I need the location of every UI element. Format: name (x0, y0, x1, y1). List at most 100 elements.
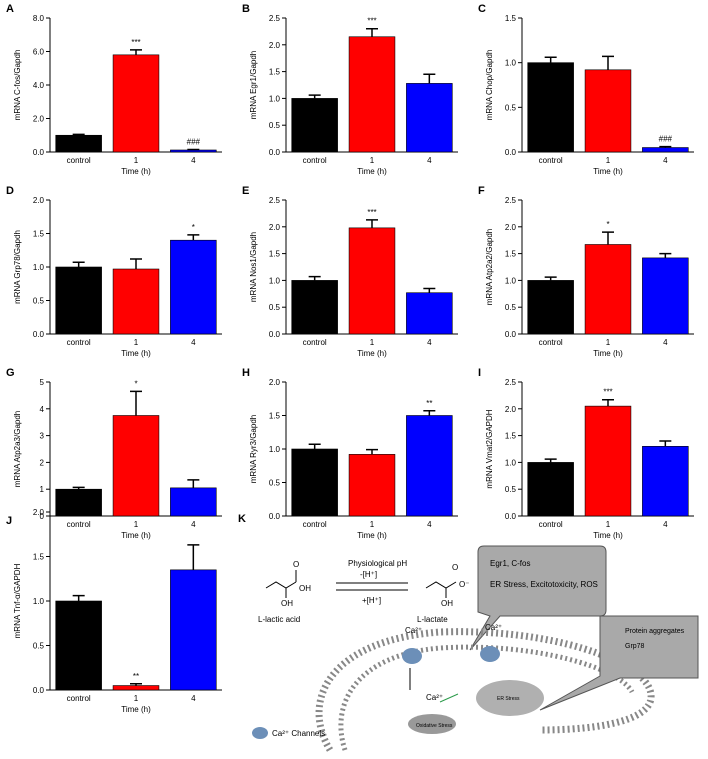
y-tick-label: 0.0 (33, 148, 45, 157)
error-bar (130, 258, 142, 270)
label: ER Stress (497, 696, 520, 702)
y-tick-label: 1.5 (33, 230, 45, 239)
y-tick-label: 1.5 (269, 250, 281, 259)
callout-text: Grp78 (625, 643, 645, 650)
y-axis-label: mRNA Tnf-α/GAPDH (13, 563, 22, 638)
x-axis-label: Time (h) (121, 167, 151, 176)
x-axis-label: Time (h) (121, 349, 151, 358)
bond (425, 581, 457, 589)
y-axis-label: mRNA Atp2a2/Gapdh (485, 229, 494, 306)
significance: *** (131, 38, 140, 47)
x-tick-label: 4 (427, 338, 432, 347)
y-tick-label: 0.5 (269, 303, 281, 312)
y-tick-label: 0.0 (33, 330, 45, 339)
x-tick-label: 4 (663, 520, 668, 529)
x-tick-label: 4 (427, 156, 432, 165)
x-axis-label: Time (h) (593, 349, 623, 358)
y-tick-label: 1.5 (505, 250, 517, 259)
y-tick-label: 2.5 (269, 196, 281, 205)
y-tick-label: 2.0 (505, 405, 517, 414)
bar (527, 62, 574, 153)
y-tick-label: 4.0 (33, 81, 45, 90)
x-tick-label: 4 (663, 156, 668, 165)
x-tick-label: 4 (191, 156, 196, 165)
x-tick-label: control (67, 694, 91, 703)
y-axis-label: mRNA C-fos/Gapdh (13, 50, 22, 121)
ion: Ca²⁺ (426, 693, 443, 702)
significance: * (606, 220, 609, 229)
panel-label: D (6, 185, 14, 197)
y-tick-label: 2.0 (269, 223, 281, 232)
error-bar (72, 594, 85, 601)
y-tick-label: 0.0 (505, 330, 517, 339)
panel-label: B (242, 3, 250, 15)
y-tick-label: 1.5 (33, 553, 45, 562)
bar (55, 488, 102, 517)
y-tick-label: 0.5 (33, 297, 45, 306)
error-bar (308, 275, 321, 281)
x-tick-label: control (539, 338, 563, 347)
channel (402, 648, 422, 664)
error-bar (544, 56, 557, 63)
error-bar (544, 276, 557, 281)
panel-label: F (478, 185, 485, 197)
bar (55, 600, 102, 691)
y-axis-label: mRNA Chop/Gapdh (485, 50, 494, 121)
significance: ### (187, 137, 201, 146)
x-tick-label: control (539, 520, 563, 529)
label: -[H⁺] (360, 570, 377, 579)
x-tick-label: 4 (191, 520, 196, 529)
bond (265, 581, 297, 589)
bar (55, 266, 102, 335)
panel-label: H (242, 367, 250, 379)
bar (348, 227, 396, 335)
x-tick-label: control (67, 156, 91, 165)
er (476, 680, 544, 716)
y-tick-label: 2.0 (33, 196, 45, 205)
bar (112, 415, 160, 517)
y-tick-label: 2.5 (269, 14, 281, 23)
bar (170, 487, 217, 517)
error-bar (130, 683, 142, 686)
label: Oxidative Stress (416, 723, 453, 729)
bar (406, 292, 453, 335)
x-tick-label: 4 (191, 338, 196, 347)
x-axis-label: Time (h) (121, 531, 151, 540)
y-tick-label: 0.5 (269, 479, 281, 488)
y-tick-label: 1.0 (269, 94, 281, 103)
label: L-lactate (417, 615, 448, 624)
y-tick-label: 8.0 (33, 14, 45, 23)
y-axis-label: mRNA Atp2a3/Gapdh (13, 411, 22, 488)
x-tick-label: control (303, 338, 327, 347)
bar (291, 280, 338, 335)
bar (348, 36, 396, 153)
label: Physiological pH (348, 559, 407, 568)
y-tick-label: 0.0 (505, 512, 517, 521)
y-tick-label: 2 (40, 458, 45, 467)
x-tick-label: 1 (370, 520, 375, 529)
significance: ### (659, 135, 673, 144)
bar (584, 69, 632, 153)
x-tick-label: control (67, 338, 91, 347)
y-tick-label: 1.5 (269, 412, 281, 421)
error-bar (602, 55, 614, 70)
y-axis-label: mRNA Ryr3/Gapdh (249, 415, 258, 483)
x-axis-label: Time (h) (593, 167, 623, 176)
significance: *** (367, 17, 376, 26)
bar (112, 268, 160, 335)
x-tick-label: 1 (606, 156, 611, 165)
y-tick-label: 0.0 (269, 330, 281, 339)
significance: *** (603, 388, 612, 397)
x-axis-label: Time (h) (121, 705, 151, 714)
callout-text: Egr1, C-fos (490, 559, 530, 568)
bar (291, 98, 338, 153)
error-bar (187, 479, 200, 488)
y-tick-label: 4 (40, 405, 45, 414)
x-tick-label: control (303, 520, 327, 529)
arrow (439, 693, 459, 703)
bar (112, 54, 160, 153)
y-tick-label: 0 (40, 512, 45, 521)
x-tick-label: 4 (191, 694, 196, 703)
error-bar (602, 231, 614, 245)
error-bar (72, 261, 85, 267)
